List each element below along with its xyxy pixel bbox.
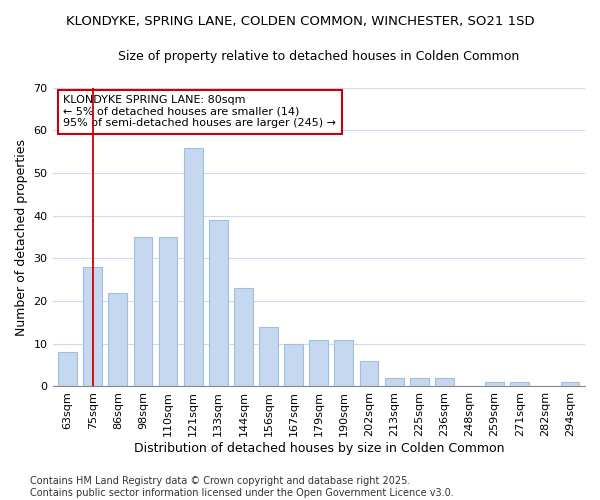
Bar [58, 352, 77, 386]
Title: Size of property relative to detached houses in Colden Common: Size of property relative to detached ho… [118, 50, 520, 63]
Bar [334, 340, 353, 386]
Bar [109, 292, 127, 386]
Bar [158, 237, 178, 386]
X-axis label: Distribution of detached houses by size in Colden Common: Distribution of detached houses by size … [134, 442, 504, 455]
Bar [134, 237, 152, 386]
Bar [209, 220, 228, 386]
Text: KLONDYKE, SPRING LANE, COLDEN COMMON, WINCHESTER, SO21 1SD: KLONDYKE, SPRING LANE, COLDEN COMMON, WI… [65, 15, 535, 28]
Bar [83, 267, 102, 386]
Bar [385, 378, 404, 386]
Bar [410, 378, 428, 386]
Bar [560, 382, 580, 386]
Bar [234, 288, 253, 386]
Bar [184, 148, 203, 386]
Text: Contains HM Land Registry data © Crown copyright and database right 2025.
Contai: Contains HM Land Registry data © Crown c… [30, 476, 454, 498]
Bar [485, 382, 504, 386]
Bar [284, 344, 303, 387]
Bar [510, 382, 529, 386]
Bar [359, 361, 379, 386]
Bar [310, 340, 328, 386]
Bar [435, 378, 454, 386]
Text: KLONDYKE SPRING LANE: 80sqm
← 5% of detached houses are smaller (14)
95% of semi: KLONDYKE SPRING LANE: 80sqm ← 5% of deta… [63, 95, 336, 128]
Y-axis label: Number of detached properties: Number of detached properties [15, 138, 28, 336]
Bar [259, 326, 278, 386]
